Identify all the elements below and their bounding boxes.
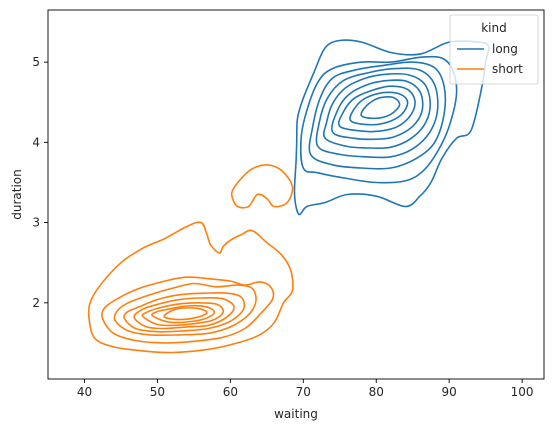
legend-title: kind xyxy=(481,21,507,35)
x-tick-label-50: 50 xyxy=(150,385,165,399)
x-tick-label-100: 100 xyxy=(511,385,534,399)
contour-layer xyxy=(89,40,489,353)
series-short xyxy=(89,165,293,353)
x-tick-label-40: 40 xyxy=(77,385,92,399)
y-axis-label: duration xyxy=(10,169,24,220)
x-axis-label: waiting xyxy=(274,407,318,421)
contour-short-1 xyxy=(89,222,293,352)
contour-long-8 xyxy=(350,92,408,124)
x-tick-label-90: 90 xyxy=(442,385,457,399)
x-axis: 40 50 60 70 80 90 100 xyxy=(77,379,534,399)
x-tick-label-80: 80 xyxy=(369,385,384,399)
legend-label-long: long xyxy=(492,42,518,56)
contour-short-9 xyxy=(232,165,293,208)
x-tick-label-60: 60 xyxy=(223,385,238,399)
y-axis: 2 3 4 5 xyxy=(32,55,48,310)
legend-label-short: short xyxy=(492,62,523,76)
contour-short-8 xyxy=(164,308,207,320)
y-tick-label-5: 5 xyxy=(32,55,40,69)
y-tick-label-2: 2 xyxy=(32,296,40,310)
contour-long-9 xyxy=(361,97,399,119)
y-tick-label-4: 4 xyxy=(32,135,40,149)
y-tick-label-3: 3 xyxy=(32,216,40,230)
legend: kind long short xyxy=(450,15,538,84)
x-tick-label-70: 70 xyxy=(296,385,311,399)
